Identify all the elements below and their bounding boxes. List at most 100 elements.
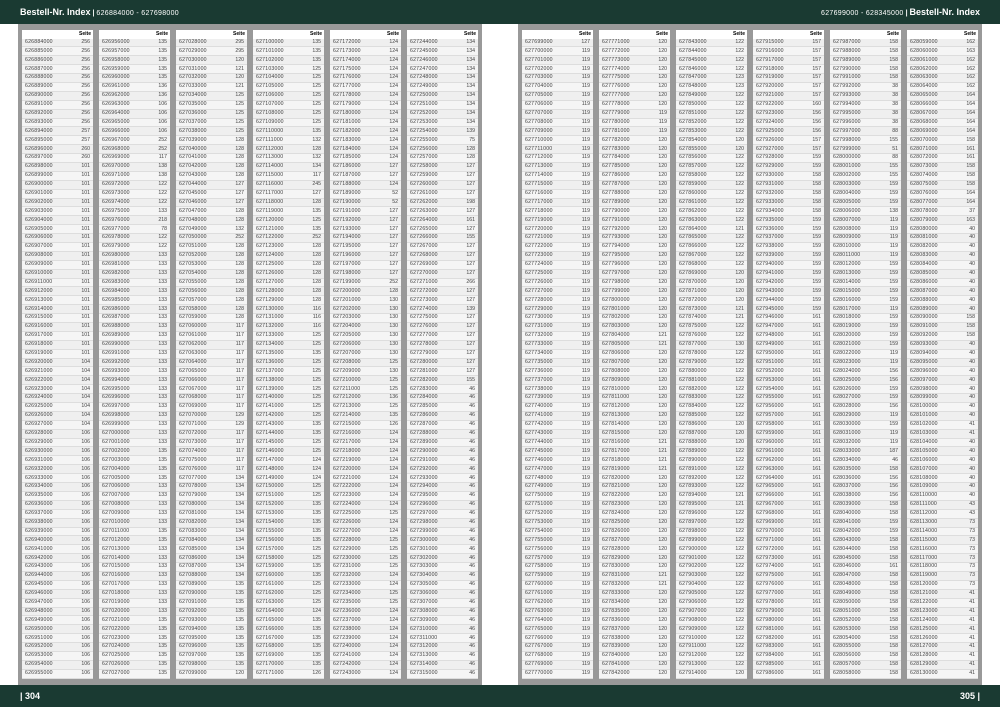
article-number: 627853000	[676, 129, 723, 134]
index-row: 627877000130	[676, 341, 747, 350]
index-row: 62731100046	[407, 634, 478, 643]
index-row: 627208000125	[330, 359, 401, 368]
page-number: 104	[69, 387, 93, 392]
index-row: 627950000161	[753, 350, 824, 359]
index-row: 628006000138	[830, 207, 901, 216]
page-number: 46	[454, 627, 478, 632]
page-number: 122	[723, 627, 747, 632]
index-row: 626909000101	[22, 261, 93, 270]
column-header: Seite	[22, 30, 93, 39]
page-number: 46	[454, 395, 478, 400]
article-number: 627878000	[676, 351, 723, 356]
article-number: 627866000	[676, 244, 723, 249]
page-number: 124	[377, 40, 401, 45]
page-number: 158	[954, 315, 978, 320]
index-row: 628053000158	[830, 625, 901, 634]
page-number: 138	[146, 173, 170, 178]
page-number: 135	[300, 653, 324, 658]
article-number: 626925000	[22, 404, 69, 409]
article-number: 627120000	[253, 218, 300, 223]
article-number: 627725000	[522, 271, 569, 276]
index-row: 626917000101	[22, 332, 93, 341]
article-number: 627035000	[176, 102, 223, 107]
index-row: 627158000125	[253, 554, 324, 563]
index-row: 627127000128	[253, 279, 324, 288]
index-row: 62730500046	[407, 581, 478, 590]
article-number: 627240000	[330, 644, 377, 649]
article-number: 628081000	[907, 235, 954, 240]
article-number: 627896000	[676, 511, 723, 516]
index-row: 626903000101	[22, 207, 93, 216]
page-number: 120	[646, 360, 670, 365]
article-number: 627297000	[407, 511, 454, 516]
page-number: 266	[454, 280, 478, 285]
index-row: 627183000124	[330, 136, 401, 145]
index-row: 627960000161	[753, 439, 824, 448]
index-row: 626884000256	[22, 39, 93, 48]
article-number: 627765000	[522, 627, 569, 632]
page-number: 161	[800, 618, 824, 623]
article-number: 627266000	[407, 235, 454, 240]
index-row: 626894000257	[22, 127, 93, 136]
article-number: 627925000	[753, 129, 800, 134]
page-number: 40	[954, 351, 978, 356]
article-number: 627755000	[522, 538, 569, 543]
index-row: 628045000158	[830, 554, 901, 563]
index-row: 627196000127	[330, 252, 401, 261]
page-number: 130	[377, 342, 401, 347]
page-number: 161	[800, 547, 824, 552]
page-number: 119	[569, 200, 593, 205]
article-number: 627070000	[176, 413, 223, 418]
page-number: 156	[877, 369, 901, 374]
page-number: 124	[377, 618, 401, 623]
article-number: 628098000	[907, 387, 954, 392]
index-row: 627068000117	[176, 394, 247, 403]
index-row: 626936000106	[22, 501, 93, 510]
page-number: 133	[146, 591, 170, 596]
page-number: 122	[723, 102, 747, 107]
article-number: 628113000	[907, 520, 954, 525]
page-number: 120	[723, 271, 747, 276]
article-number: 627243000	[330, 671, 377, 676]
article-number: 627847000	[676, 75, 723, 80]
article-number: 627719000	[522, 218, 569, 223]
page-number: 119	[569, 582, 593, 587]
index-row: 627161000125	[253, 581, 324, 590]
page-number: 158	[877, 556, 901, 561]
article-number: 628105000	[907, 449, 954, 454]
page-number: 122	[723, 182, 747, 187]
page-number: 123	[723, 84, 747, 89]
article-number: 627987000	[830, 40, 877, 45]
header-left: Bestell-Nr. Index | 626884000 - 62769800…	[0, 0, 500, 24]
index-row: 626961000136	[99, 83, 170, 92]
index-row: 627179000124	[330, 101, 401, 110]
page-number: 260	[69, 147, 93, 152]
article-number: 627746000	[522, 458, 569, 463]
index-row: 626906000101	[22, 234, 93, 243]
article-number: 627832000	[599, 582, 646, 587]
article-number: 627757000	[522, 556, 569, 561]
article-number: 627207000	[330, 351, 377, 356]
article-number: 627887000	[676, 431, 723, 436]
index-row: 627871000120	[676, 287, 747, 296]
article-number: 627003000	[99, 458, 146, 463]
column-header-label: Seite	[753, 32, 824, 37]
article-number: 627911000	[676, 644, 723, 649]
article-number: 627091000	[176, 600, 223, 605]
page-number: 135	[223, 636, 247, 641]
index-row: 627807000120	[599, 359, 670, 368]
page-number: 122	[723, 458, 747, 463]
article-number: 626995000	[99, 387, 146, 392]
page-number: 124	[377, 467, 401, 472]
index-row: 627198000127	[330, 270, 401, 279]
article-number: 627302000	[407, 556, 454, 561]
index-row: 627115000117	[253, 172, 324, 181]
index-row: 627982000161	[753, 634, 824, 643]
index-row: 627195000127	[330, 243, 401, 252]
index-row: 628043000158	[830, 536, 901, 545]
index-row: 626991000133	[99, 350, 170, 359]
page-number: 125	[300, 369, 324, 374]
index-row: 628039000158	[830, 501, 901, 510]
page-number: 162	[954, 75, 978, 80]
index-row: 62809600040	[907, 367, 978, 376]
